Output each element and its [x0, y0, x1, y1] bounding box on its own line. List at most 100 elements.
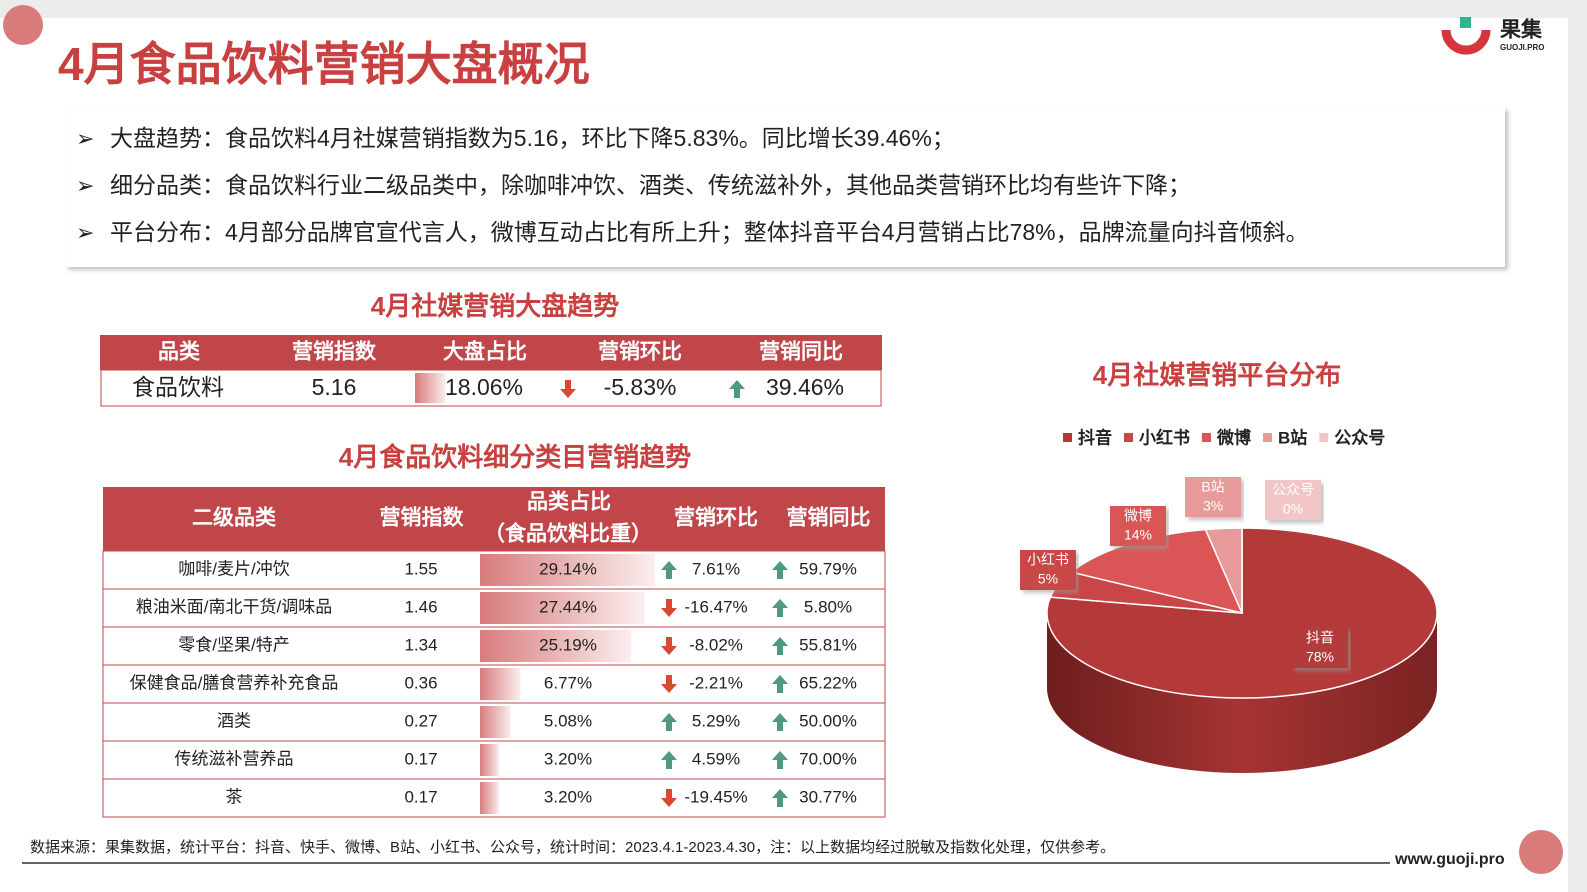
- top-band: [0, 0, 1587, 18]
- table-cell: -16.47%: [684, 597, 747, 616]
- table-cell: 27.44%: [539, 597, 597, 616]
- trend-arrow: [772, 751, 788, 769]
- table-cell: 5.08%: [544, 711, 592, 730]
- table-cell: 酒类: [217, 711, 251, 730]
- footer-url: www.guoji.pro: [1394, 851, 1505, 868]
- table-cell: 0.27: [404, 711, 437, 730]
- bullet-text: 细分品类：食品饮料行业二级品类中，除咖啡冲饮、酒类、传统滋补外，其他品类营销环比…: [110, 172, 1191, 198]
- trend-arrow: [661, 599, 677, 617]
- table-header: 营销指数: [292, 340, 377, 364]
- trend-arrow: [661, 789, 677, 807]
- data-label: 5%: [1038, 571, 1058, 587]
- table-row: [100, 369, 882, 407]
- trend-arrow: [560, 380, 576, 398]
- table-cell: 5.29%: [692, 711, 740, 730]
- table-header: 品类占比: [527, 491, 611, 514]
- table-cell: -2.21%: [689, 673, 743, 692]
- table-cell: 65.22%: [799, 673, 857, 692]
- share-bar: [480, 630, 632, 662]
- trend-arrow: [729, 380, 745, 398]
- table-header: 品类: [158, 341, 201, 364]
- data-label-box: [1020, 550, 1076, 590]
- legend-swatch: [1124, 433, 1133, 442]
- table-cell: 咖啡/麦片/冲饮: [178, 559, 289, 578]
- logo-text: 果集: [1500, 18, 1543, 42]
- share-bar: [480, 782, 500, 814]
- table-header: 二级品类: [192, 506, 277, 530]
- chart-title: 4月社媒营销平台分布: [1093, 360, 1341, 390]
- table-cell: 零食/坚果/特产: [178, 635, 289, 654]
- data-label-box: [1292, 628, 1348, 668]
- logo-sub: GUOJI.PRO: [1500, 43, 1544, 52]
- data-label-box: [1265, 480, 1321, 520]
- trend-arrow: [661, 751, 677, 769]
- table-cell: 6.77%: [544, 673, 592, 692]
- table-title: 4月社媒营销大盘趋势: [371, 291, 619, 321]
- summary-box: [65, 107, 1505, 267]
- bullet-marker: ➢: [76, 126, 94, 151]
- legend-swatch: [1319, 433, 1329, 442]
- table-header: 营销同比: [759, 340, 843, 364]
- table-cell: -19.45%: [684, 787, 747, 806]
- legend-swatch: [1202, 433, 1211, 442]
- legend-label: 小红书: [1139, 427, 1190, 447]
- data-label: 小红书: [1027, 552, 1069, 568]
- data-label: 14%: [1124, 527, 1152, 543]
- table-cell: 1.46: [404, 597, 437, 616]
- trend-arrow: [772, 789, 788, 807]
- table-cell: 25.19%: [539, 635, 597, 654]
- table-header: 营销环比: [598, 340, 682, 364]
- trend-arrow: [772, 561, 788, 579]
- table-cell: 70.00%: [799, 749, 857, 768]
- table-cell: -8.02%: [689, 635, 743, 654]
- table-cell: 1.55: [404, 559, 437, 578]
- table-cell: 5.80%: [804, 597, 852, 616]
- table-cell: 29.14%: [539, 559, 597, 578]
- table-cell: 7.61%: [692, 559, 740, 578]
- bullet-text: 平台分布：4月部分品牌官宣代言人，微博互动占比有所上升；整体抖音平台4月营销占比…: [110, 219, 1309, 245]
- table-cell: 0.36: [404, 673, 437, 692]
- data-label-box: [1110, 506, 1166, 546]
- bullet-marker: ➢: [76, 173, 94, 198]
- table-header-bg: [100, 335, 882, 370]
- data-label: B站: [1201, 479, 1224, 495]
- share-bar: [480, 706, 511, 738]
- table-cell: 3.20%: [544, 787, 592, 806]
- legend-label: 公众号: [1334, 427, 1385, 447]
- legend-label: B站: [1278, 427, 1307, 447]
- data-label: 微博: [1124, 508, 1152, 524]
- corner-dot: [3, 5, 43, 45]
- logo-mark: [1441, 29, 1491, 55]
- table-cell: -5.83%: [604, 374, 677, 400]
- title: 4月食品饮料营销大盘概况: [58, 38, 590, 90]
- table-cell: 粮油米面/南北干货/调味品: [136, 597, 332, 616]
- side-band: [1568, 0, 1587, 892]
- trend-arrow: [772, 637, 788, 655]
- data-label: 0%: [1283, 501, 1303, 517]
- data-label: 3%: [1203, 498, 1223, 514]
- bullet-marker: ➢: [76, 220, 94, 245]
- table-cell: 茶: [226, 787, 243, 806]
- legend-label: 微博: [1216, 427, 1251, 447]
- table-header: 营销环比: [674, 506, 758, 530]
- table-cell: 39.46%: [766, 374, 844, 400]
- table-cell: 0.17: [404, 749, 437, 768]
- data-label-box: [1185, 477, 1241, 517]
- table-cell: 55.81%: [799, 635, 857, 654]
- table-cell: 50.00%: [799, 711, 857, 730]
- trend-arrow: [772, 713, 788, 731]
- data-label: 公众号: [1272, 482, 1314, 498]
- table-cell: 5.16: [312, 374, 357, 400]
- data-label: 抖音: [1306, 630, 1334, 646]
- table-header: 营销同比: [787, 506, 871, 530]
- bullets: ➢ 大盘趋势：食品饮料4月社媒营销指数为5.16，环比下降5.83%。同比增长39…: [76, 125, 1309, 245]
- table-title: 4月食品饮料细分类目营销趋势: [339, 442, 691, 472]
- source-note: 数据来源：果集数据，统计平台：抖音、快手、微博、B站、小红书、公众号，统计时间：…: [30, 839, 1115, 856]
- share-bar: [415, 373, 446, 403]
- trend-arrow: [661, 637, 677, 655]
- table-cell: 3.20%: [544, 749, 592, 768]
- table-cell: 食品饮料: [132, 374, 224, 400]
